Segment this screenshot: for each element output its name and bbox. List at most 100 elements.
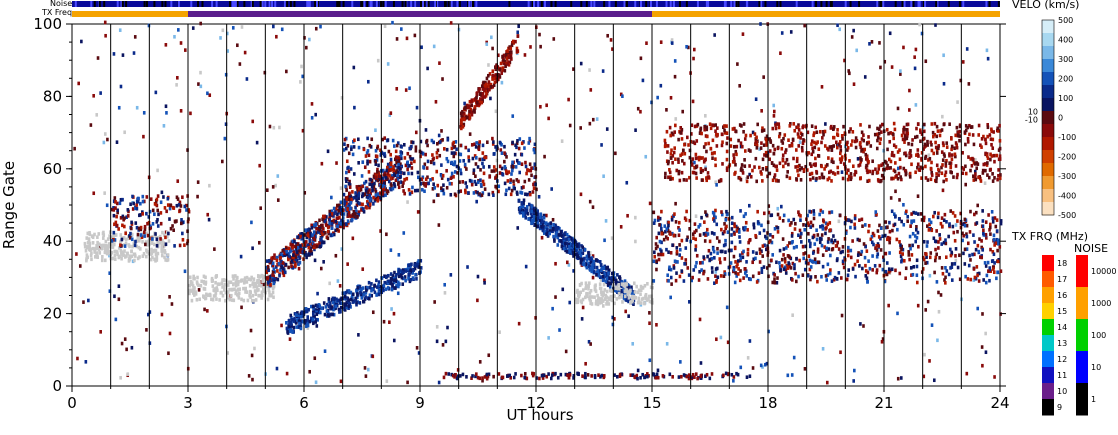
- range-cell: [789, 30, 793, 34]
- range-cell: [358, 301, 362, 305]
- range-cell: [983, 181, 987, 185]
- range-cell: [315, 312, 319, 316]
- range-cell: [821, 136, 824, 140]
- noise-speck: [231, 1, 234, 7]
- range-cell: [294, 244, 298, 249]
- range-cell: [338, 203, 341, 208]
- range-cell: [767, 240, 771, 245]
- range-cell: [99, 243, 103, 248]
- range-cell: [704, 142, 707, 146]
- range-cell: [459, 189, 463, 193]
- range-cell: [762, 128, 766, 132]
- range-cell: [511, 160, 514, 165]
- range-cell: [376, 170, 379, 174]
- range-cell: [927, 153, 931, 157]
- range-cell: [725, 168, 729, 173]
- range-cell: [523, 179, 527, 184]
- range-cell: [617, 295, 621, 300]
- range-cell: [360, 296, 364, 300]
- range-cell: [956, 100, 959, 104]
- range-cell: [564, 349, 568, 354]
- range-cell: [141, 254, 145, 258]
- noise-speck: [903, 1, 906, 7]
- range-cell: [313, 223, 316, 227]
- range-cell: [791, 278, 794, 282]
- range-cell: [262, 287, 265, 291]
- range-cell: [643, 283, 647, 288]
- range-cell: [905, 134, 909, 138]
- range-cell: [695, 139, 699, 143]
- range-cell: [998, 245, 1002, 249]
- range-cell: [254, 283, 258, 288]
- range-cell: [749, 149, 752, 153]
- range-cell: [532, 186, 536, 191]
- range-cell: [761, 244, 765, 248]
- range-cell: [311, 244, 315, 249]
- range-cell: [517, 146, 521, 151]
- range-cell: [88, 241, 92, 246]
- range-cell: [343, 137, 347, 142]
- noise-speck: [74, 1, 77, 7]
- range-cell: [704, 210, 707, 214]
- range-cell: [143, 224, 147, 229]
- range-cell: [386, 189, 390, 194]
- range-cell: [820, 85, 824, 89]
- range-cell: [733, 246, 737, 251]
- range-cell: [356, 215, 359, 219]
- range-cell: [659, 40, 663, 44]
- range-cell: [401, 270, 404, 274]
- noise-speck: [382, 1, 385, 7]
- range-cell: [699, 167, 703, 171]
- range-cell: [435, 325, 439, 329]
- range-cell: [330, 212, 334, 216]
- range-cell: [542, 225, 546, 229]
- range-cell: [481, 191, 485, 195]
- noise-speck: [229, 1, 232, 7]
- noise-speck: [286, 1, 289, 7]
- range-cell: [726, 340, 730, 345]
- range-cell: [322, 260, 325, 264]
- range-cell: [989, 222, 992, 227]
- range-cell: [678, 178, 682, 183]
- range-cell: [615, 297, 619, 301]
- range-cell: [402, 171, 406, 176]
- range-cell: [497, 53, 500, 58]
- range-cell: [156, 194, 160, 198]
- range-cell: [395, 37, 399, 41]
- range-cell: [536, 224, 540, 229]
- range-cell: [383, 280, 387, 285]
- range-cell: [898, 198, 901, 202]
- range-cell: [785, 263, 789, 268]
- range-cell: [240, 297, 243, 302]
- range-cell: [797, 212, 801, 217]
- range-cell: [378, 177, 381, 181]
- range-cell: [539, 212, 543, 217]
- range-cell: [367, 203, 370, 207]
- range-cell: [344, 146, 348, 151]
- range-cell: [515, 141, 519, 146]
- range-cell: [310, 304, 313, 309]
- range-cell: [351, 213, 355, 217]
- range-cell: [995, 229, 999, 233]
- range-cell: [553, 237, 556, 241]
- range-cell: [305, 235, 309, 240]
- range-cell: [271, 278, 275, 282]
- range-cell: [685, 209, 688, 214]
- range-cell: [693, 165, 696, 170]
- range-cell: [324, 305, 328, 309]
- range-cell: [348, 179, 351, 184]
- range-cell: [518, 170, 521, 175]
- range-cell: [345, 305, 349, 310]
- range-cell: [992, 265, 995, 269]
- range-cell: [361, 160, 365, 164]
- range-cell: [491, 142, 495, 146]
- range-cell: [535, 212, 538, 217]
- range-cell: [300, 314, 303, 319]
- range-cell: [714, 270, 718, 274]
- range-cell: [175, 203, 179, 208]
- range-cell: [506, 179, 510, 183]
- range-cell: [871, 159, 874, 164]
- noise-speck: [735, 1, 738, 7]
- range-cell: [968, 230, 972, 234]
- range-cell: [779, 268, 782, 273]
